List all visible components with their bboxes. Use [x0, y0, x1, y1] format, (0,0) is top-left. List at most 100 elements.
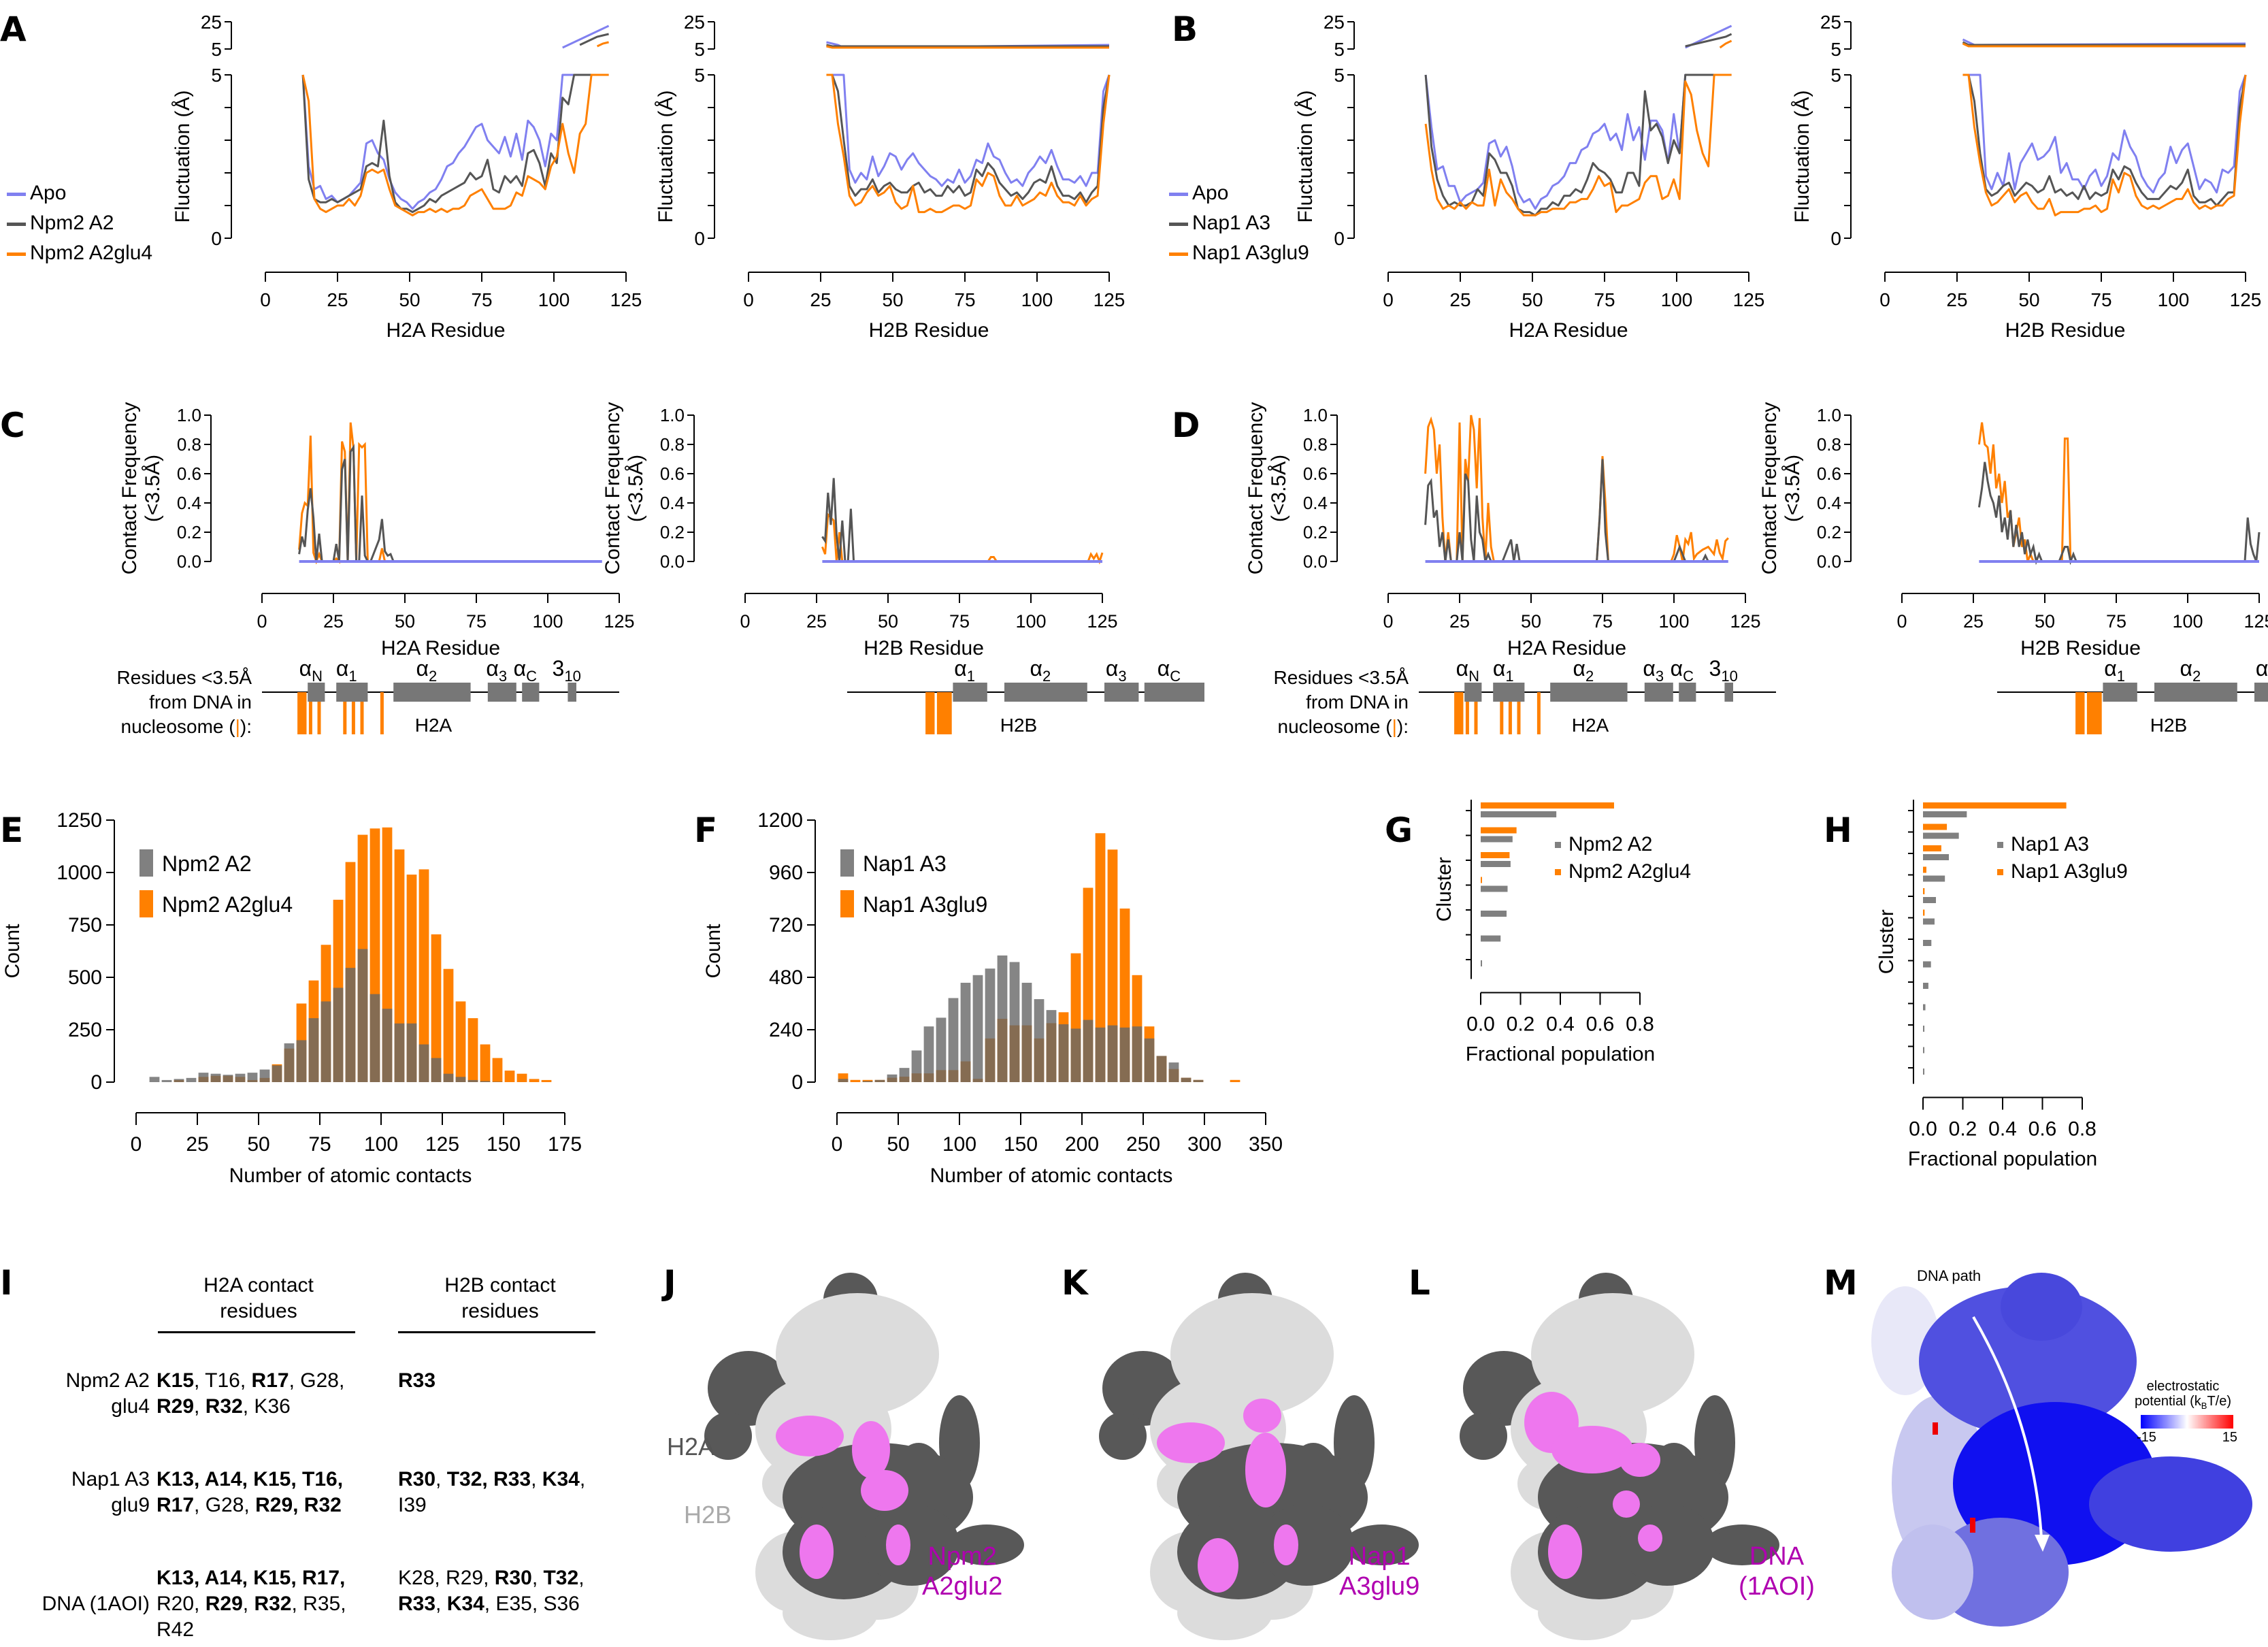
- dna-contact-mark: [2075, 692, 2080, 734]
- cluster-bar-nap1-a3: [1923, 811, 1967, 817]
- tick-label: 125: [604, 611, 634, 632]
- tick-label: 960: [769, 862, 803, 884]
- tick-label: 100: [1658, 611, 1689, 632]
- y-axis-label-line1: Contact Frequency: [602, 402, 624, 574]
- cluster-bar-npm2-a2: [1481, 911, 1507, 917]
- y-axis-label: Contact Frequency (<3.5Å): [1245, 402, 1290, 574]
- legend-item-apo: Apo: [1169, 178, 1309, 208]
- legend-swatch-orange: [1997, 869, 2003, 875]
- y-axis-label-line1: Contact Frequency: [1245, 402, 1267, 574]
- bar-npm2-a2: [235, 1073, 246, 1082]
- tick-label: 0: [694, 228, 705, 249]
- structure-render-npm2: [704, 1273, 1024, 1640]
- y-axis-label-line2: (<3.5Å): [1781, 455, 1804, 522]
- tick-label: 25: [186, 1133, 208, 1156]
- bar-npm2-a2: [161, 1079, 172, 1082]
- row-label: DNA (1AOI): [42, 1593, 150, 1615]
- colorbar-min: -15: [2137, 1430, 2156, 1445]
- bar-npm2-a2glu4: [529, 1079, 540, 1082]
- bar-nap1-a3: [1156, 1056, 1167, 1082]
- bar-npm2-a2: [321, 1001, 331, 1082]
- dna-contact-mark: [2086, 692, 2090, 734]
- contact-patch: [1548, 1524, 1582, 1579]
- tick-label: 75: [308, 1133, 331, 1156]
- series-line-nap1-a3glu9: [1424, 74, 1732, 216]
- contact-patch: [1620, 1443, 1660, 1477]
- bar-nap1-a3: [1083, 1020, 1094, 1082]
- legend-swatch-orange: [840, 890, 854, 917]
- dna-contact-mark: [1457, 692, 1461, 734]
- tick-label: 0.6: [1817, 463, 1841, 484]
- chart-contact-h2a-nap1: 0.0 0.2 0.4 0.6 0.8 1.0 Contact Frequency (<3.5…: [1245, 402, 1761, 659]
- helix-label: α1: [336, 656, 357, 685]
- y-axis-label: Contact Frequency (<3.5Å): [1758, 402, 1804, 574]
- tick-label: 0.4: [1303, 493, 1328, 513]
- tick-label: 1200: [757, 809, 803, 832]
- tick-label: 0.8: [2068, 1118, 2097, 1141]
- tick-label: 25: [1946, 289, 1967, 310]
- colorbar-max: 15: [2222, 1430, 2237, 1445]
- tick-label: 125: [1733, 289, 1765, 310]
- tick-label: 0.6: [2028, 1118, 2057, 1141]
- contact-patch: [1198, 1538, 1238, 1593]
- surface-negative: [2001, 1273, 2082, 1341]
- helix-label: α3: [1106, 656, 1127, 685]
- x-axis-label: Fractional population: [1908, 1148, 2098, 1171]
- dna-contact-mark: [360, 692, 364, 734]
- series-line-nap1-a3: [1962, 74, 2247, 207]
- x-axis-label: H2A Residue: [381, 637, 500, 659]
- tick-label: 75: [954, 289, 975, 310]
- h2a-surface: [949, 1524, 1024, 1565]
- helix-block: [953, 683, 987, 702]
- tick-label: 25: [684, 12, 705, 33]
- bar-npm2-a2: [467, 1079, 478, 1082]
- legend-item-npm2-a2: Npm2 A2: [7, 208, 152, 238]
- cluster-bar-nap1-a3glu9: [1923, 909, 1925, 916]
- bar-nap1-a3: [887, 1074, 898, 1082]
- protein-label: H2B: [1000, 715, 1037, 736]
- series-line-upper-npm2-a2: [579, 33, 609, 46]
- contact-residue-table: H2A contact residues H2B contact residue…: [0, 1259, 612, 1641]
- bar-npm2-a2: [247, 1073, 258, 1082]
- dna-contact-mark: [1500, 692, 1504, 734]
- tick-label: 75: [2106, 611, 2126, 632]
- y-axis-label-line2: (<3.5Å): [1268, 455, 1290, 522]
- tick-label: 750: [68, 914, 102, 936]
- bar-nap1-a3glu9: [1107, 849, 1118, 1082]
- histogram-nap1-contacts: 0 240 480 720 960 1200 Count 0 50 100 150 200 250 300…: [702, 809, 1283, 1187]
- bar-nap1-a3: [899, 1068, 910, 1082]
- tick-label: 0.0: [177, 551, 201, 572]
- bar-npm2-a2: [345, 968, 356, 1082]
- series-line-upper-nap1-a3: [1685, 33, 1732, 48]
- bar-npm2-a2: [308, 1018, 319, 1082]
- helix-block: [487, 683, 516, 702]
- series-line-upper-apo: [562, 25, 610, 49]
- h2a-surface: [1099, 1412, 1147, 1460]
- bar-npm2-a2: [259, 1069, 270, 1082]
- bar-nap1-a3glu9: [1230, 1079, 1240, 1082]
- bar-npm2-a2: [455, 1077, 466, 1082]
- helix-block: [1644, 683, 1673, 702]
- cluster-bar-nap1-a3glu9: [1923, 802, 2067, 809]
- protein-label: H2A: [1572, 715, 1609, 736]
- helix-block: [2154, 683, 2237, 702]
- tick-label: 125: [1730, 611, 1760, 632]
- chart-fluctuation-h2b-npm2: 0 5 5 25 Fluctuation (Å) 0 25 50 75 100 125 H2B Res…: [655, 12, 1125, 342]
- helix-block: [1464, 683, 1482, 702]
- series-line-upper-nap1-a3: [1962, 41, 2246, 46]
- bar-nap1-a3: [911, 1050, 922, 1082]
- bar-nap1-a3: [1132, 1026, 1143, 1082]
- bar-nap1-a3: [838, 1079, 849, 1082]
- panel-label-J: J: [663, 1263, 676, 1303]
- dna-contact-mark: [351, 692, 355, 734]
- bar-npm2-a2glu4: [480, 1044, 491, 1082]
- colorbar: electrostatic potential (kBT/e) -15 15: [2129, 1379, 2237, 1445]
- y-axis-label: Contact Frequency (<3.5Å): [602, 402, 647, 574]
- chart-fluctuation-h2a-npm2: 0 5 5 25 Fluctuation (Å) 0 25 50 75 100 125 H2A Res…: [171, 12, 642, 342]
- helix-label: α1: [1493, 656, 1514, 685]
- helix-block: [1493, 683, 1525, 702]
- tick-label: 0: [1334, 228, 1345, 249]
- tick-label: 250: [68, 1019, 102, 1041]
- tick-label: 0.6: [1303, 463, 1328, 484]
- tick-label: 75: [2090, 289, 2111, 310]
